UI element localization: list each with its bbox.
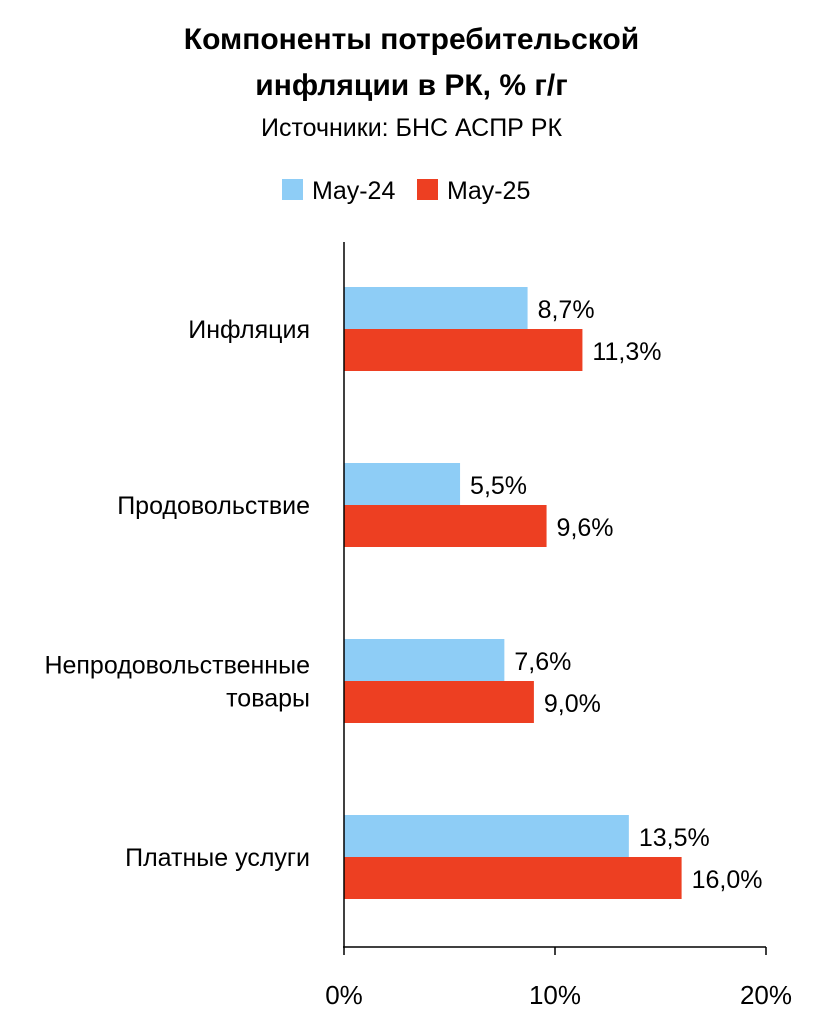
legend-swatch <box>282 179 303 200</box>
bar <box>344 287 528 329</box>
x-tick-label: 20% <box>740 980 792 1010</box>
data-label: 9,6% <box>557 514 614 542</box>
chart-title-line-2: инфляции в РК, % г/г <box>255 69 568 102</box>
data-label: 8,7% <box>538 296 595 324</box>
bar <box>344 857 682 899</box>
bar <box>344 463 461 505</box>
bar <box>344 639 505 681</box>
bar <box>344 815 629 857</box>
category-label: Платные услуги <box>125 844 310 872</box>
bar <box>344 505 547 547</box>
bar <box>344 681 534 723</box>
x-tick-label: 10% <box>529 980 581 1010</box>
legend-swatch <box>417 179 438 200</box>
data-label: 11,3% <box>592 338 661 366</box>
bar <box>344 329 583 371</box>
chart-title-line-1: Компоненты потребительской <box>183 23 640 56</box>
category-label: Инфляция <box>188 316 310 344</box>
x-tick-label: 0% <box>325 980 363 1010</box>
legend-label: May-25 <box>447 177 530 205</box>
data-label: 13,5% <box>639 824 710 852</box>
chart-subtitle: Источники: БНС АСПР РК <box>260 114 563 142</box>
data-label: 16,0% <box>692 866 763 894</box>
data-label: 9,0% <box>544 690 601 718</box>
data-label: 7,6% <box>514 648 571 676</box>
category-label: Продовольствие <box>117 492 310 520</box>
legend-label: May-24 <box>312 177 395 205</box>
category-label: Непродовольственные <box>44 652 310 680</box>
data-label: 5,5% <box>470 472 527 500</box>
category-label: товары <box>226 685 310 713</box>
